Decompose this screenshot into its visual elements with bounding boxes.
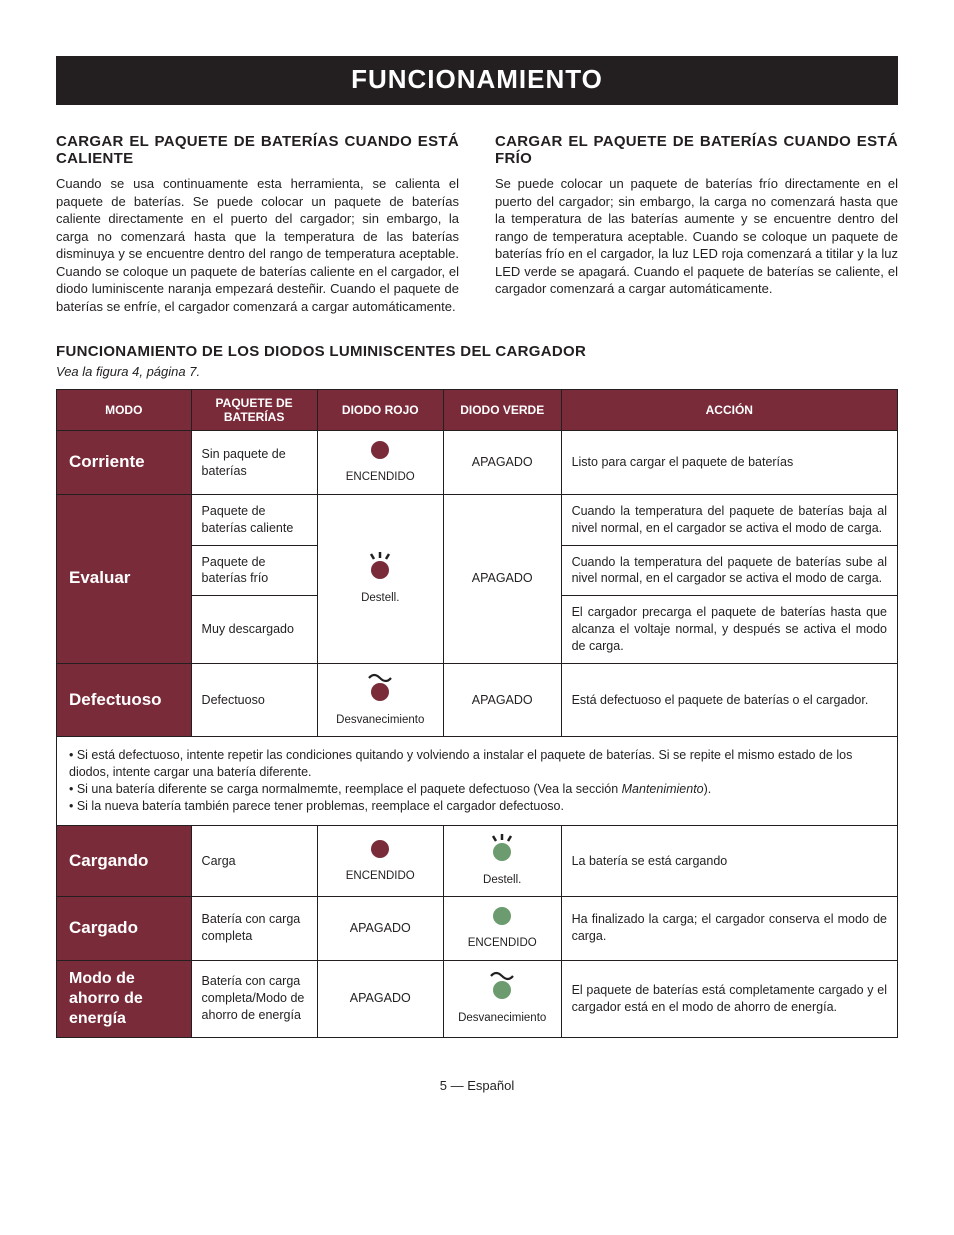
action-cell: Está defectuoso el paquete de baterías o…: [561, 663, 897, 736]
table-row: Corriente Sin paquete de baterías ENCEND…: [57, 431, 898, 494]
led-flash-icon: [363, 552, 397, 582]
table-row: Defectuoso Defectuoso Desvanecimiento AP…: [57, 663, 898, 736]
mode-cell: Defectuoso: [57, 663, 192, 736]
th-mode: MODO: [57, 390, 192, 431]
body-cold: Se puede colocar un paquete de baterías …: [495, 175, 898, 298]
table-header-row: MODO PAQUETE DE BATERÍAS DIODO ROJO DIOD…: [57, 390, 898, 431]
note-text: • Si una batería diferente se carga norm…: [69, 782, 622, 796]
led-icon: [363, 552, 397, 587]
table-row-notes: • Si está defectuoso, intente repetir la…: [57, 737, 898, 826]
heading-hot: CARGAR EL PAQUETE DE BATERÍAS CUANDO EST…: [56, 133, 459, 167]
red-led-cell: Destell.: [317, 494, 443, 663]
intro-columns: CARGAR EL PAQUETE DE BATERÍAS CUANDO EST…: [56, 133, 898, 315]
column-hot: CARGAR EL PAQUETE DE BATERÍAS CUANDO EST…: [56, 133, 459, 315]
led-label: Destell.: [361, 591, 399, 607]
action-cell: Ha finalizado la carga; el cargador cons…: [561, 897, 897, 960]
led-function-table: MODO PAQUETE DE BATERÍAS DIODO ROJO DIOD…: [56, 389, 898, 1037]
table-row: Cargado Batería con carga completa APAGA…: [57, 897, 898, 960]
red-led-cell: Desvanecimiento: [317, 663, 443, 736]
green-led-cell: Desvanecimiento: [443, 960, 561, 1037]
pack-cell: Paquete de baterías frío: [191, 545, 317, 596]
pack-cell: Carga: [191, 825, 317, 896]
led-label: ENCENDIDO: [346, 869, 415, 885]
led-solid-icon: [369, 838, 391, 860]
mode-cell: Evaluar: [57, 494, 192, 663]
green-led-cell: ENCENDIDO: [443, 897, 561, 960]
page-footer: 5 — Español: [56, 1078, 898, 1093]
figure-reference: Vea la figura 4, página 7.: [56, 364, 898, 379]
action-cell: El paquete de baterías está completament…: [561, 960, 897, 1037]
page-title-banner: FUNCIONAMIENTO: [56, 56, 898, 105]
pack-cell: Muy descargado: [191, 596, 317, 664]
led-icon: [363, 672, 397, 709]
mode-cell: Cargando: [57, 825, 192, 896]
mode-cell: Modo de ahorro de energía: [57, 960, 192, 1037]
led-fade-icon: [485, 970, 519, 1002]
green-led-cell: APAGADO: [443, 494, 561, 663]
table-row: Modo de ahorro de energía Batería con ca…: [57, 960, 898, 1037]
action-cell: Cuando la temperatura del paquete de bat…: [561, 545, 897, 596]
body-hot: Cuando se usa continuamente esta herrami…: [56, 175, 459, 315]
th-action: ACCIÓN: [561, 390, 897, 431]
th-green: DIODO VERDE: [443, 390, 561, 431]
action-cell: La batería se está cargando: [561, 825, 897, 896]
mode-cell: Corriente: [57, 431, 192, 494]
note-line: • Si la nueva batería también parece ten…: [69, 798, 885, 815]
note-line: • Si está defectuoso, intente repetir la…: [69, 747, 885, 781]
led-fade-icon: [363, 672, 397, 704]
led-label: Desvanecimiento: [458, 1011, 546, 1027]
note-text: ).: [704, 782, 712, 796]
green-led-cell: APAGADO: [443, 663, 561, 736]
led-label: Desvanecimiento: [336, 713, 424, 729]
pack-cell: Paquete de baterías caliente: [191, 494, 317, 545]
column-cold: CARGAR EL PAQUETE DE BATERÍAS CUANDO EST…: [495, 133, 898, 315]
pack-cell: Batería con carga completa/Modo de ahorr…: [191, 960, 317, 1037]
red-led-cell: APAGADO: [317, 960, 443, 1037]
led-flash-icon: [485, 834, 519, 864]
th-red: DIODO ROJO: [317, 390, 443, 431]
green-led-cell: APAGADO: [443, 431, 561, 494]
notes-cell: • Si está defectuoso, intente repetir la…: [57, 737, 898, 826]
led-icon: [485, 834, 519, 869]
table-row: Cargando Carga ENCENDIDO Destell. La bat…: [57, 825, 898, 896]
led-icon: [369, 439, 391, 466]
pack-cell: Defectuoso: [191, 663, 317, 736]
pack-cell: Sin paquete de baterías: [191, 431, 317, 494]
led-icon: [369, 838, 391, 865]
led-label: ENCENDIDO: [468, 936, 537, 952]
red-led-cell: ENCENDIDO: [317, 431, 443, 494]
table-heading: FUNCIONAMIENTO DE LOS DIODOS LUMINISCENT…: [56, 343, 898, 360]
led-solid-icon: [369, 439, 391, 461]
led-label: Destell.: [483, 873, 521, 889]
mode-cell: Cargado: [57, 897, 192, 960]
led-label: ENCENDIDO: [346, 470, 415, 486]
led-icon: [491, 905, 513, 932]
led-icon: [485, 970, 519, 1007]
table-row: Evaluar Paquete de baterías caliente Des…: [57, 494, 898, 545]
heading-cold: CARGAR EL PAQUETE DE BATERÍAS CUANDO EST…: [495, 133, 898, 167]
pack-cell: Batería con carga completa: [191, 897, 317, 960]
action-cell: El cargador precarga el paquete de bater…: [561, 596, 897, 664]
note-line: • Si una batería diferente se carga norm…: [69, 781, 885, 798]
action-cell: Cuando la temperatura del paquete de bat…: [561, 494, 897, 545]
green-led-cell: Destell.: [443, 825, 561, 896]
red-led-cell: APAGADO: [317, 897, 443, 960]
note-italic: Mantenimiento: [622, 782, 704, 796]
action-cell: Listo para cargar el paquete de baterías: [561, 431, 897, 494]
th-pack: PAQUETE DE BATERÍAS: [191, 390, 317, 431]
led-solid-icon: [491, 905, 513, 927]
red-led-cell: ENCENDIDO: [317, 825, 443, 896]
